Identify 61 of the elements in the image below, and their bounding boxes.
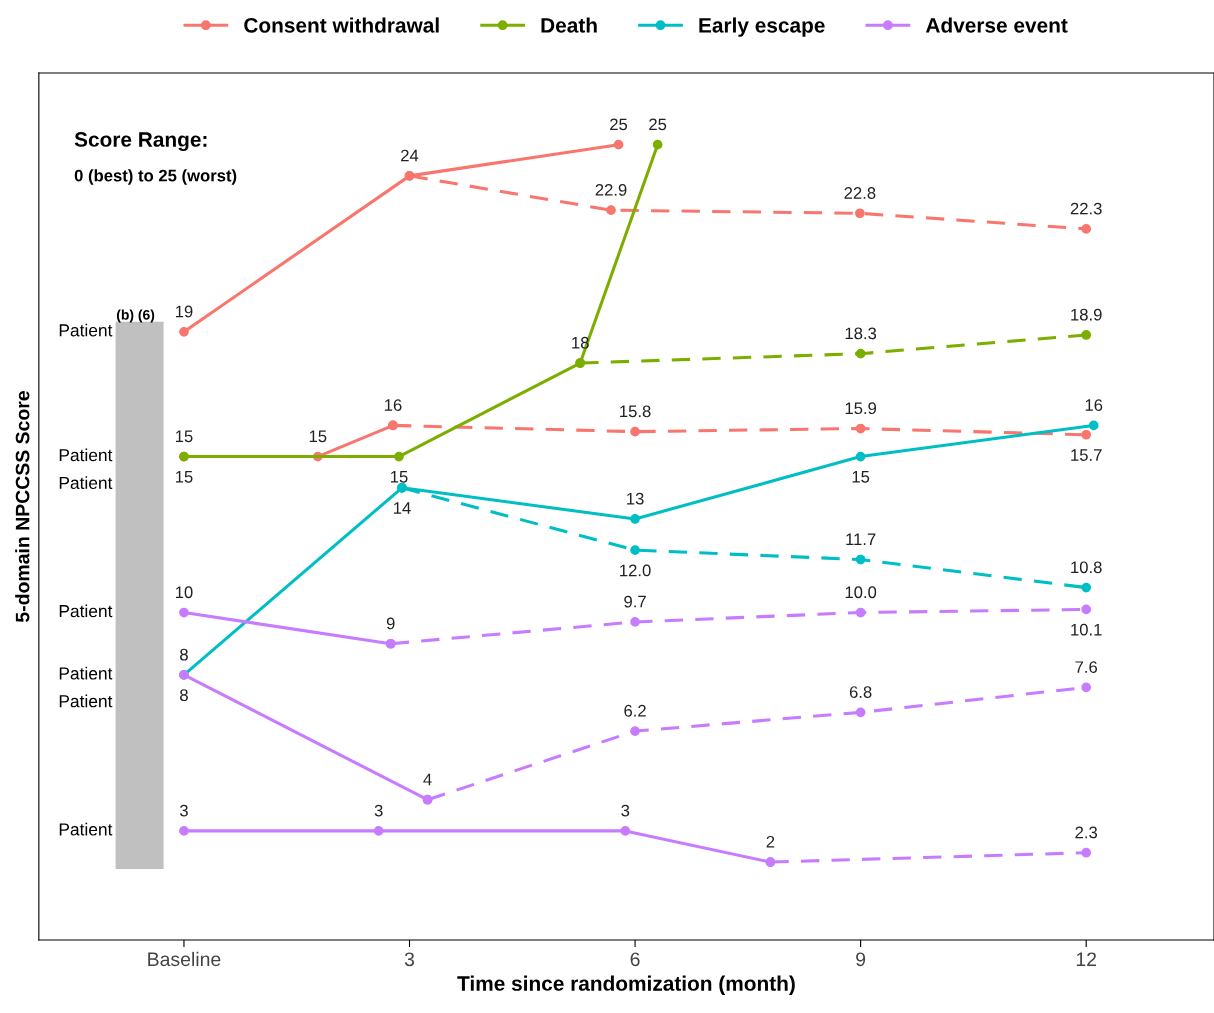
data-label: 10.8 bbox=[1071, 561, 1102, 574]
data-label: 25 bbox=[610, 118, 628, 131]
data-label: 9.7 bbox=[624, 595, 646, 608]
data-label: 15.7 bbox=[1071, 449, 1102, 461]
data-label: 14 bbox=[394, 502, 411, 514]
data-label: 15 bbox=[309, 430, 327, 443]
annotation: Patient bbox=[59, 694, 113, 708]
x-tick-label: Baseline bbox=[148, 951, 221, 967]
legend-label: Death bbox=[541, 17, 597, 33]
data-label: 24 bbox=[401, 149, 419, 162]
data-label: 19 bbox=[175, 305, 193, 318]
data-label: 12.0 bbox=[620, 564, 651, 577]
x-tick-label: 6 bbox=[630, 952, 640, 967]
x-tick-label: 3 bbox=[404, 952, 415, 967]
data-label: 4 bbox=[423, 773, 432, 786]
annotation: Patient bbox=[59, 666, 113, 680]
data-label: 25 bbox=[649, 118, 667, 131]
data-label: 9 bbox=[386, 617, 395, 630]
data-label: 7.6 bbox=[1075, 661, 1098, 674]
legend-label: Early escape bbox=[699, 17, 825, 37]
data-label: 22.9 bbox=[595, 183, 627, 196]
legend-label: Consent withdrawal bbox=[244, 17, 439, 33]
data-label: 3 bbox=[179, 804, 188, 817]
data-label: 15 bbox=[175, 430, 193, 443]
annotation: (b) (6) bbox=[116, 309, 155, 323]
x-tick-label: 12 bbox=[1076, 952, 1097, 966]
data-label: 15.9 bbox=[845, 402, 877, 415]
data-label: 10 bbox=[175, 586, 193, 599]
annotation: Patient bbox=[59, 448, 113, 462]
data-label: 6.2 bbox=[624, 704, 646, 717]
data-label: 10.0 bbox=[845, 586, 877, 599]
data-label: 8 bbox=[180, 689, 188, 702]
annotation: Patient bbox=[59, 323, 113, 337]
data-label: 2.3 bbox=[1075, 826, 1098, 839]
annotation: 0 (best) to 25 (worst) bbox=[74, 169, 237, 185]
data-label: 8 bbox=[180, 648, 188, 661]
data-label: 15.8 bbox=[620, 405, 651, 418]
data-label: 15 bbox=[175, 471, 193, 483]
annotation: Patient bbox=[59, 476, 113, 490]
data-label: 22.3 bbox=[1070, 202, 1102, 215]
annotation: Score Range: bbox=[74, 132, 207, 152]
data-label: 16 bbox=[384, 399, 402, 411]
data-label: 16 bbox=[1085, 399, 1103, 411]
data-label: 11.7 bbox=[846, 533, 876, 545]
annotation: Patient bbox=[59, 604, 113, 618]
data-label: 13 bbox=[627, 492, 644, 505]
data-label: 2 bbox=[766, 835, 775, 848]
data-label: 3 bbox=[374, 804, 383, 817]
y-axis-title: 5-domain NPCCSS Score bbox=[15, 391, 30, 623]
data-label: 18.9 bbox=[1071, 308, 1102, 321]
data-label: 6.8 bbox=[849, 686, 872, 698]
data-label: 15 bbox=[852, 471, 870, 483]
data-label: 3 bbox=[621, 804, 630, 817]
annotation: Patient bbox=[59, 822, 113, 836]
data-label: 22.8 bbox=[844, 187, 876, 199]
legend-label: Adverse event bbox=[925, 17, 1068, 33]
x-axis-title: Time since randomization (month) bbox=[457, 975, 795, 995]
data-label: 10.1 bbox=[1071, 623, 1102, 636]
data-label: 15 bbox=[390, 471, 408, 483]
data-label: 18.3 bbox=[845, 327, 877, 340]
x-tick-label: 9 bbox=[856, 952, 866, 967]
